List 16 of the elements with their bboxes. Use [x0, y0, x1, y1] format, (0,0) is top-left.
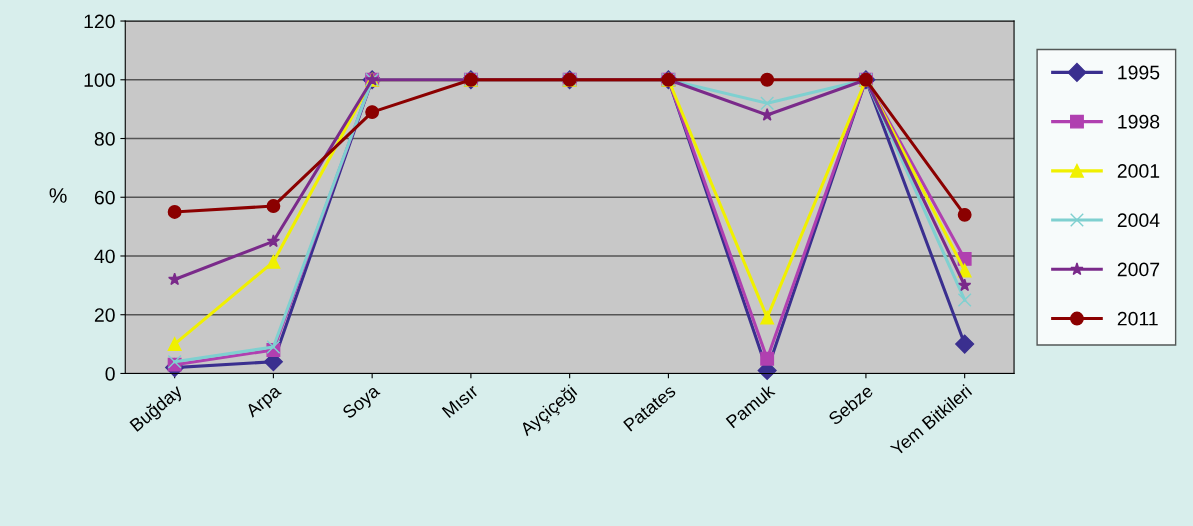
y-tick-label: 20 — [94, 308, 115, 322]
legend-label: 2007 — [1117, 262, 1160, 277]
x-tick-label: Soya — [341, 383, 383, 422]
y-tick-label: 100 — [84, 73, 115, 88]
y-tick-label: 60 — [94, 190, 115, 205]
y-axis-title: % — [49, 188, 67, 203]
legend-label: 1995 — [1118, 65, 1160, 80]
y-tick-label: 40 — [94, 249, 115, 264]
y-tick-label: 80 — [94, 131, 115, 146]
legend-label: 2011 — [1117, 311, 1158, 326]
y-tick-label: 0 — [105, 366, 115, 381]
y-tick-label: 120 — [84, 14, 115, 29]
legend-label: 2004 — [1117, 213, 1160, 228]
legend-label: 2001 — [1117, 164, 1160, 178]
legend-label: 1998 — [1118, 114, 1160, 129]
x-tick-label: Arpa — [244, 383, 285, 421]
